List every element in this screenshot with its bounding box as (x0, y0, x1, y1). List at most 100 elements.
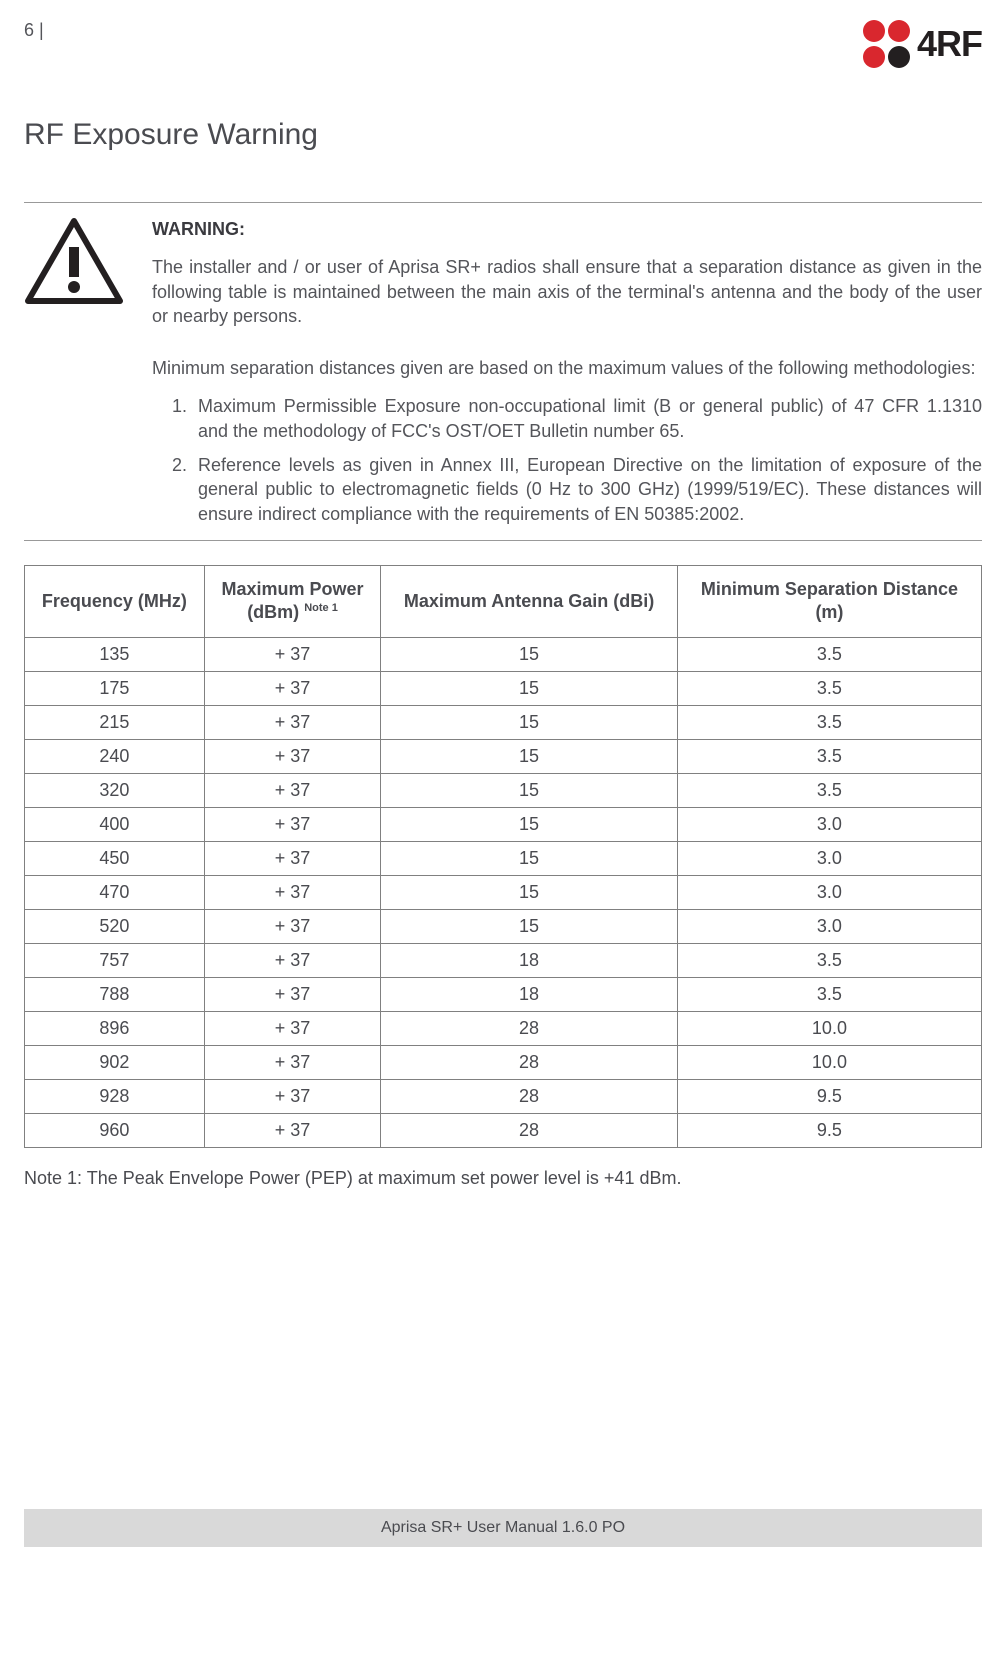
table-cell: 3.0 (677, 807, 981, 841)
warning-block: WARNING: The installer and / or user of … (24, 217, 982, 342)
logo-dots-icon (863, 20, 911, 68)
warning-label: WARNING: (152, 219, 245, 239)
col-gain: Maximum Antenna Gain (dBi) (381, 565, 678, 637)
table-cell: 520 (25, 909, 205, 943)
methodology-list: Maximum Permissible Exposure non-occupat… (192, 394, 982, 525)
table-cell: 3.0 (677, 909, 981, 943)
table-cell: 3.0 (677, 841, 981, 875)
warning-icon (24, 217, 124, 342)
table-cell: + 37 (204, 671, 380, 705)
col-frequency: Frequency (MHz) (25, 565, 205, 637)
warning-continued: Minimum separation distances given are b… (152, 356, 982, 526)
logo: 4RF (863, 20, 982, 68)
page-title: RF Exposure Warning (24, 118, 982, 152)
table-note: Note 1: The Peak Envelope Power (PEP) at… (24, 1168, 982, 1189)
table-cell: + 37 (204, 739, 380, 773)
table-cell: 15 (381, 773, 678, 807)
table-row: 215+ 37153.5 (25, 705, 982, 739)
table-cell: 450 (25, 841, 205, 875)
table-cell: 15 (381, 637, 678, 671)
table-cell: 175 (25, 671, 205, 705)
warning-p2: Minimum separation distances given are b… (152, 356, 982, 380)
table-cell: + 37 (204, 1045, 380, 1079)
table-cell: 15 (381, 841, 678, 875)
divider (24, 540, 982, 541)
table-cell: 15 (381, 875, 678, 909)
table-row: 757+ 37183.5 (25, 943, 982, 977)
table-cell: + 37 (204, 1011, 380, 1045)
table-cell: 28 (381, 1011, 678, 1045)
page-header: 6 | 4RF (24, 20, 982, 68)
table-cell: + 37 (204, 773, 380, 807)
table-row: 788+ 37183.5 (25, 977, 982, 1011)
table-cell: 896 (25, 1011, 205, 1045)
table-cell: + 37 (204, 875, 380, 909)
table-row: 240+ 37153.5 (25, 739, 982, 773)
col-power: Maximum Power (dBm) Note 1 (204, 565, 380, 637)
table-cell: 902 (25, 1045, 205, 1079)
table-cell: 215 (25, 705, 205, 739)
table-row: 902+ 372810.0 (25, 1045, 982, 1079)
table-row: 450+ 37153.0 (25, 841, 982, 875)
divider (24, 202, 982, 203)
warning-p1: The installer and / or user of Aprisa SR… (152, 255, 982, 328)
table-cell: + 37 (204, 1079, 380, 1113)
table-cell: 15 (381, 909, 678, 943)
table-cell: 928 (25, 1079, 205, 1113)
table-cell: 135 (25, 637, 205, 671)
table-cell: + 37 (204, 1113, 380, 1147)
table-row: 320+ 37153.5 (25, 773, 982, 807)
table-cell: 240 (25, 739, 205, 773)
table-cell: 3.5 (677, 977, 981, 1011)
table-cell: 400 (25, 807, 205, 841)
table-cell: 320 (25, 773, 205, 807)
table-row: 928+ 37289.5 (25, 1079, 982, 1113)
table-cell: + 37 (204, 807, 380, 841)
table-cell: 788 (25, 977, 205, 1011)
table-row: 135+ 37153.5 (25, 637, 982, 671)
col-distance: Minimum Separation Distance (m) (677, 565, 981, 637)
separation-table: Frequency (MHz) Maximum Power (dBm) Note… (24, 565, 982, 1148)
table-cell: + 37 (204, 637, 380, 671)
table-cell: 9.5 (677, 1079, 981, 1113)
table-cell: 28 (381, 1113, 678, 1147)
table-cell: 28 (381, 1045, 678, 1079)
table-cell: 3.5 (677, 637, 981, 671)
table-row: 470+ 37153.0 (25, 875, 982, 909)
table-cell: 15 (381, 705, 678, 739)
table-cell: + 37 (204, 841, 380, 875)
table-cell: 15 (381, 807, 678, 841)
table-cell: 3.5 (677, 773, 981, 807)
logo-text: 4RF (917, 23, 982, 65)
table-cell: + 37 (204, 943, 380, 977)
table-row: 520+ 37153.0 (25, 909, 982, 943)
table-cell: 15 (381, 739, 678, 773)
table-cell: 28 (381, 1079, 678, 1113)
table-cell: 3.0 (677, 875, 981, 909)
table-cell: 3.5 (677, 739, 981, 773)
table-cell: 18 (381, 943, 678, 977)
table-cell: 10.0 (677, 1045, 981, 1079)
table-cell: 3.5 (677, 943, 981, 977)
table-row: 896+ 372810.0 (25, 1011, 982, 1045)
table-cell: 9.5 (677, 1113, 981, 1147)
table-cell: 470 (25, 875, 205, 909)
table-cell: 15 (381, 671, 678, 705)
table-row: 400+ 37153.0 (25, 807, 982, 841)
table-row: 175+ 37153.5 (25, 671, 982, 705)
table-cell: + 37 (204, 909, 380, 943)
list-item: Maximum Permissible Exposure non-occupat… (192, 394, 982, 443)
table-cell: + 37 (204, 977, 380, 1011)
table-cell: 3.5 (677, 671, 981, 705)
table-cell: + 37 (204, 705, 380, 739)
table-cell: 960 (25, 1113, 205, 1147)
page-footer: Aprisa SR+ User Manual 1.6.0 PO (24, 1509, 982, 1547)
page-number: 6 | (24, 20, 44, 41)
warning-text: WARNING: The installer and / or user of … (152, 217, 982, 342)
table-cell: 10.0 (677, 1011, 981, 1045)
table-cell: 757 (25, 943, 205, 977)
list-item: Reference levels as given in Annex III, … (192, 453, 982, 526)
table-cell: 18 (381, 977, 678, 1011)
table-row: 960+ 37289.5 (25, 1113, 982, 1147)
table-cell: 3.5 (677, 705, 981, 739)
